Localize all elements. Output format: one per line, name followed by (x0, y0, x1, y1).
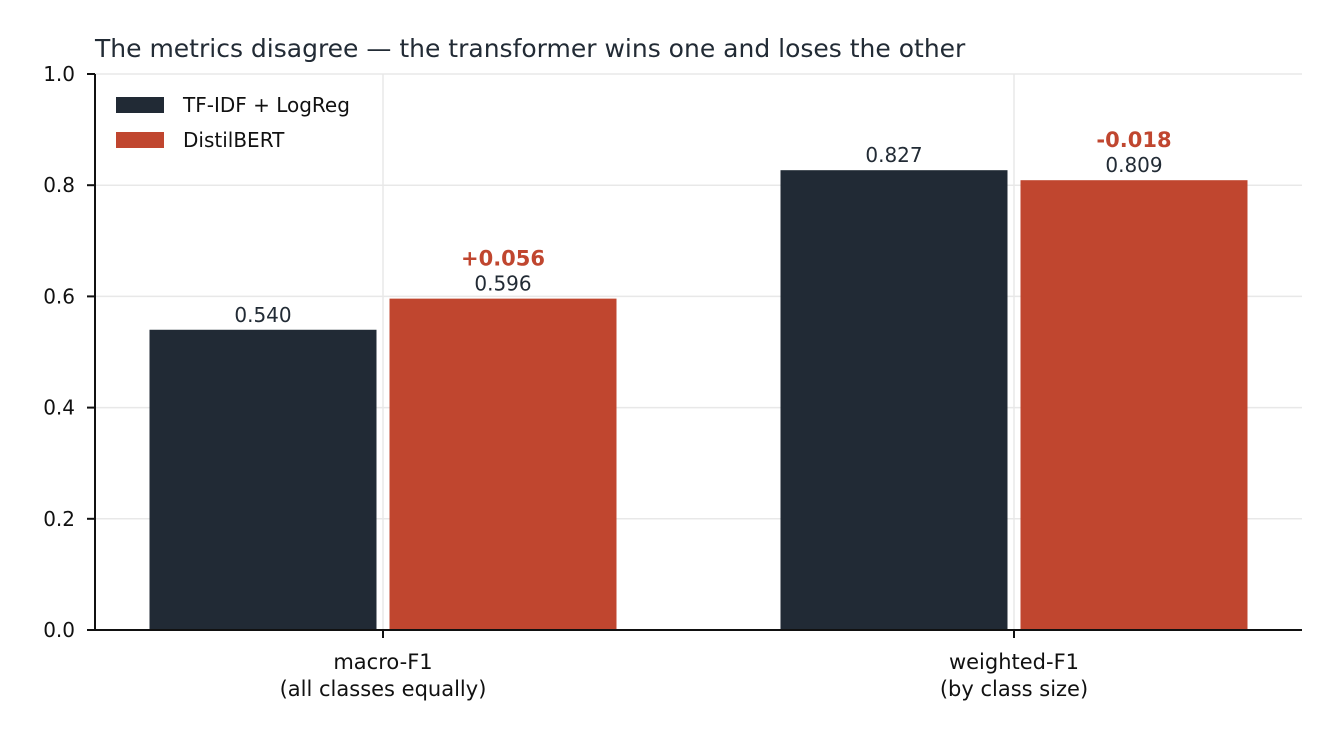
bar-1-0 (389, 298, 617, 630)
y-tick-label: 1.0 (43, 62, 75, 86)
bar-0-0 (149, 329, 377, 630)
y-tick-label: 0.6 (43, 284, 75, 308)
bars-group (149, 170, 1248, 631)
delta-label: -0.018 (1096, 128, 1171, 152)
legend-label: DistilBERT (183, 128, 285, 152)
legend: TF-IDF + LogReg DistilBERT (116, 93, 350, 152)
value-label: 0.596 (474, 272, 531, 296)
x-tick-label: macro-F1 (333, 650, 432, 674)
bar-1-1 (1020, 180, 1248, 631)
y-tick-label: 0.8 (43, 173, 75, 197)
x-tick-label: (all classes equally) (280, 677, 487, 701)
delta-label: +0.056 (461, 247, 545, 271)
value-label: 0.827 (865, 143, 922, 167)
x-tick-label: weighted-F1 (949, 650, 1079, 674)
y-tick-label: 0.2 (43, 507, 75, 531)
axes-group: 0.0 0.2 0.4 0.6 0.8 1.0 macro-F1 (all classes e… (43, 62, 1302, 701)
legend-swatch (116, 97, 164, 113)
x-tick-label: (by class size) (940, 677, 1088, 701)
chart-title: The metrics disagree — the transformer w… (94, 34, 966, 63)
y-tick-label: 0.4 (43, 396, 75, 420)
value-labels-group: 0.540 0.827 0.596+0.056 0.809-0.018 (234, 128, 1171, 327)
legend-swatch (116, 132, 164, 148)
value-label: 0.809 (1105, 153, 1162, 177)
value-label: 0.540 (234, 303, 291, 327)
y-tick-label: 0.0 (43, 618, 75, 642)
legend-label: TF-IDF + LogReg (182, 93, 350, 117)
bar-0-1 (780, 170, 1008, 631)
